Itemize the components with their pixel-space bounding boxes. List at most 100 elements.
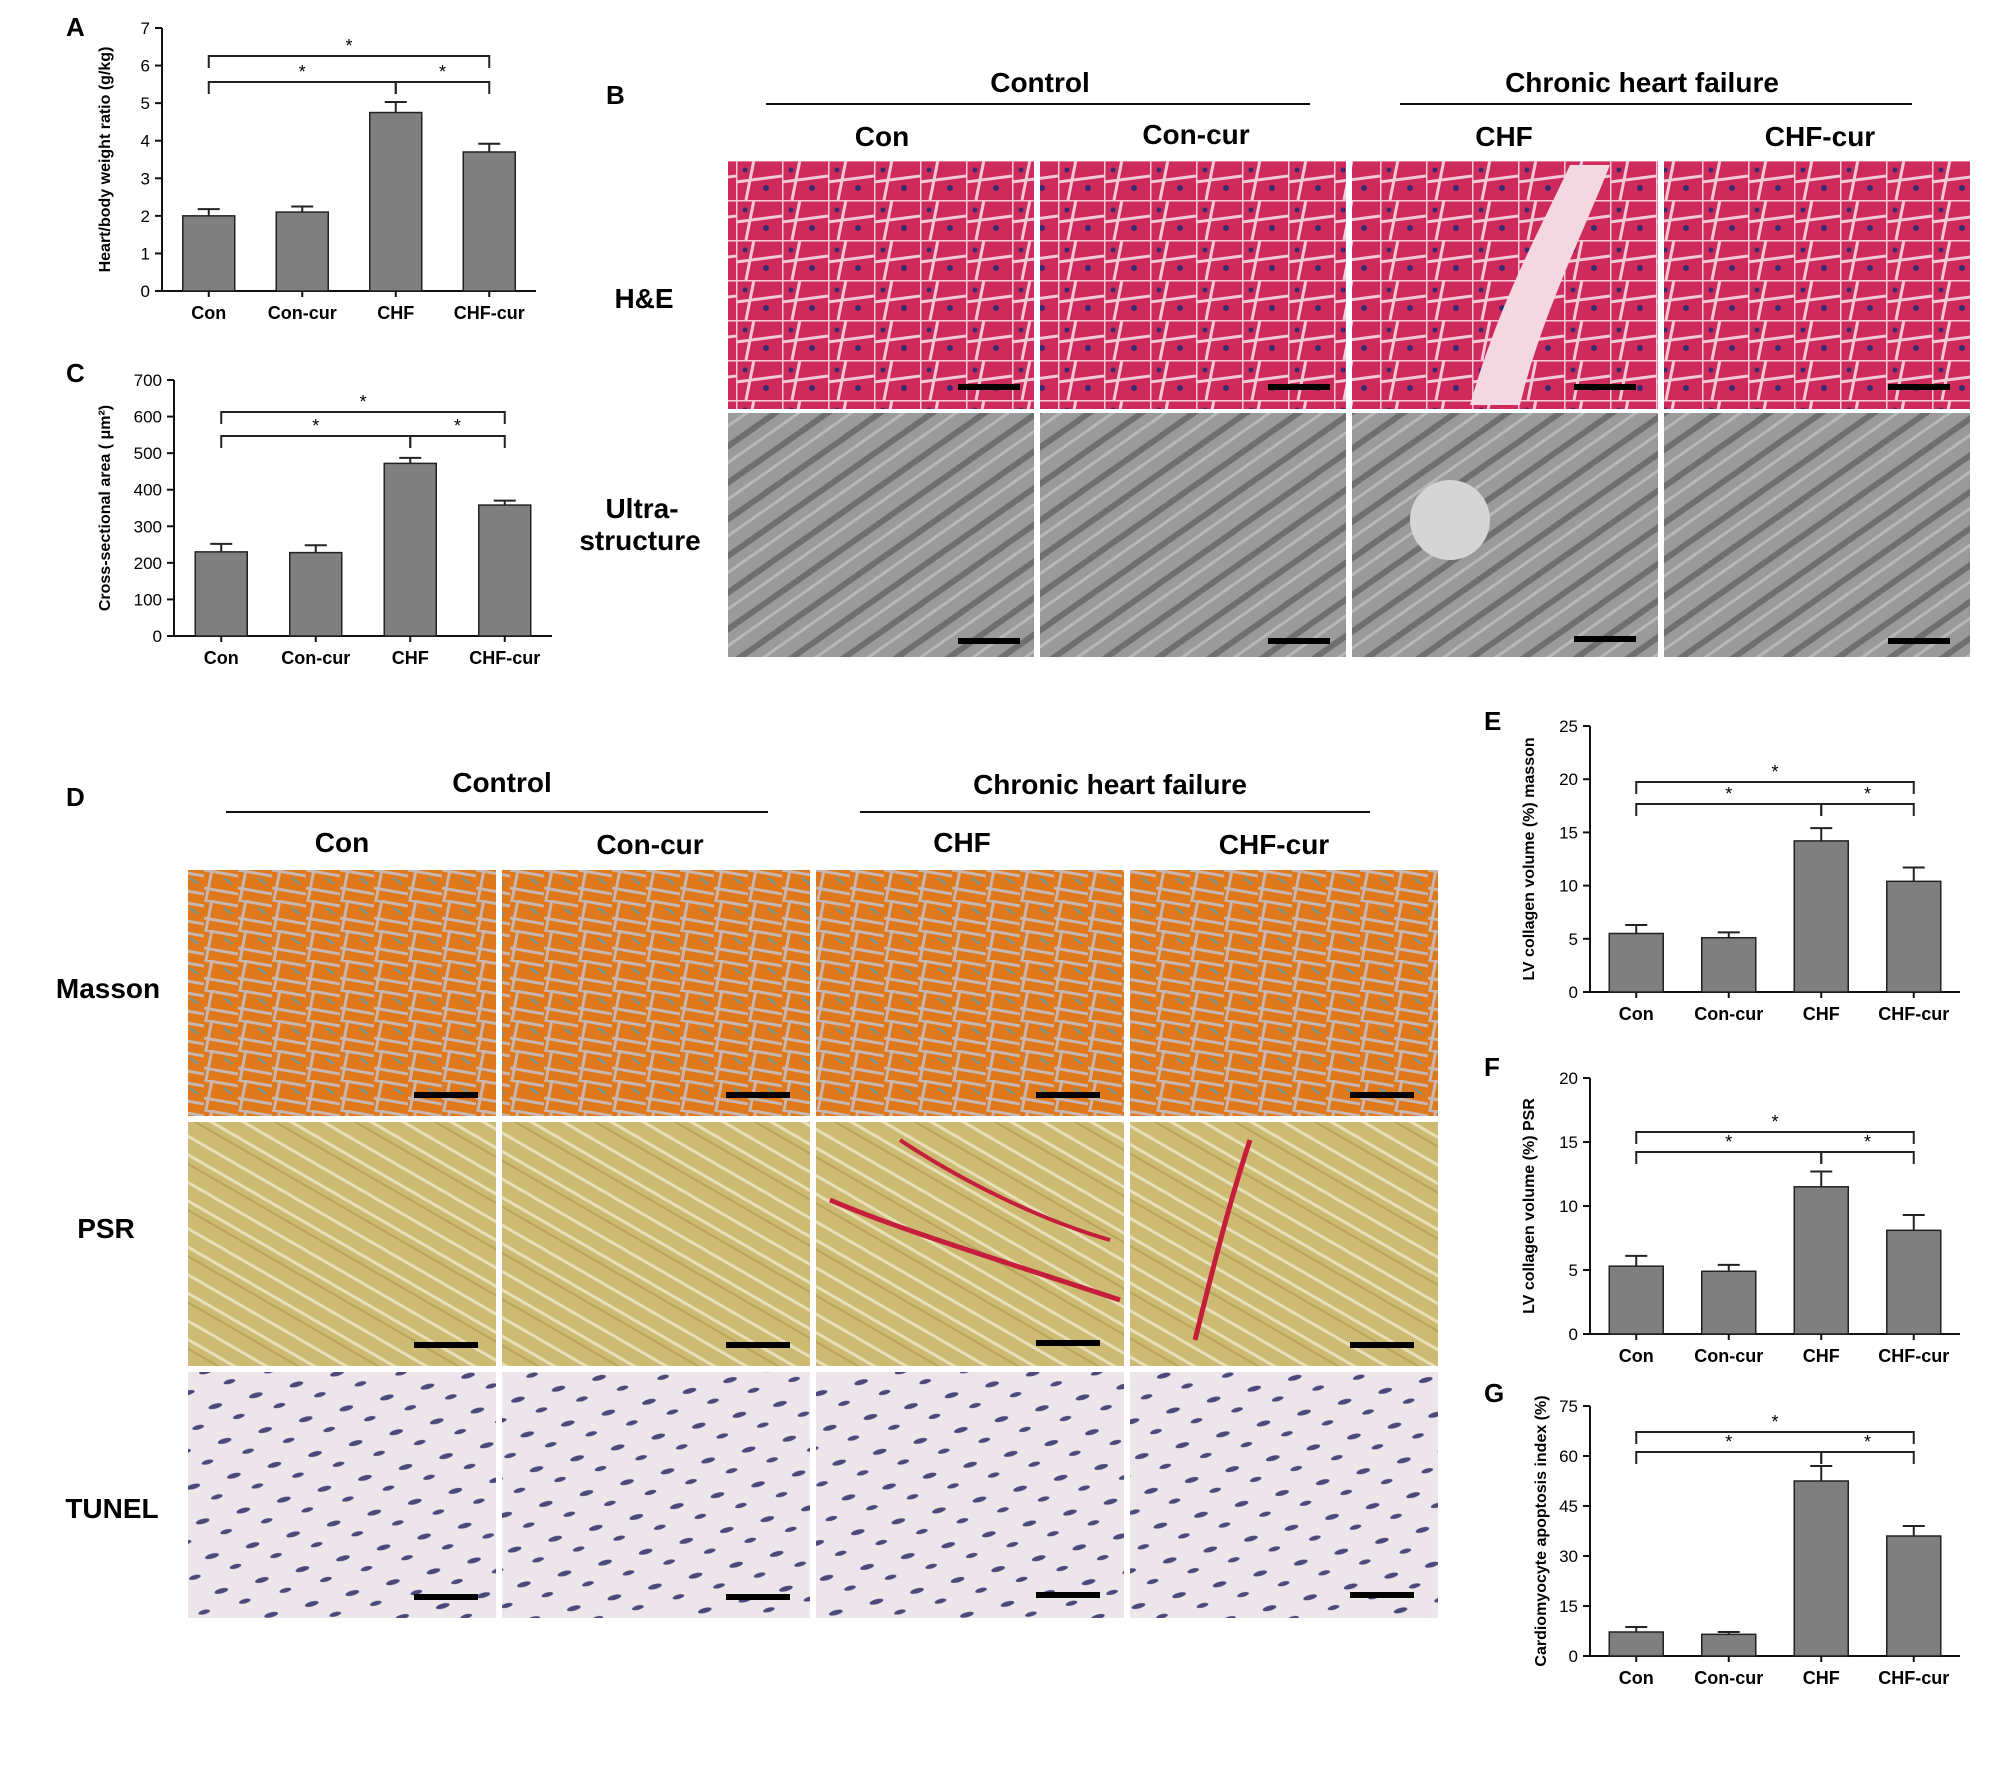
bar — [1701, 1633, 1757, 1657]
significance-star: * — [1864, 1132, 1871, 1152]
x-tick-label: CHF — [377, 303, 414, 323]
y-tick-label: 15 — [1559, 1597, 1578, 1616]
y-tick-label: 20 — [1559, 770, 1578, 789]
panel-letter-c: C — [66, 358, 85, 388]
significance-bracket — [1635, 1151, 1823, 1164]
column-label-chf: CHF — [1475, 121, 1533, 152]
significance-bracket — [1820, 1151, 1915, 1164]
x-tick-label: CHF — [1803, 1004, 1840, 1024]
y-tick-label: 500 — [134, 444, 162, 463]
bar — [1608, 1631, 1664, 1657]
psr-micrograph-chf — [816, 1122, 1124, 1366]
y-axis-label: Cardiomyocyte apoptosis index (%) — [1533, 1395, 1550, 1666]
scale-bar — [1268, 384, 1330, 390]
significance-bracket — [1635, 1431, 1915, 1444]
bar — [289, 551, 343, 637]
micrograph-panel-b: Control Chronic heart failure Con Con-cu… — [579, 67, 1970, 657]
column-label-con-cur: Con-cur — [1142, 119, 1249, 150]
row-label-masson: Masson — [56, 973, 160, 1004]
scale-bar — [726, 1342, 790, 1348]
significance-star: * — [359, 392, 366, 412]
group-header-control: Control — [452, 767, 552, 798]
y-axis-label: Heart/body weight ratio (g/kg) — [97, 47, 114, 273]
significance-star: * — [439, 62, 446, 82]
y-tick-label: 5 — [141, 94, 150, 113]
scale-bar — [1036, 1092, 1100, 1098]
bar — [194, 551, 248, 637]
scale-bar — [1574, 636, 1636, 642]
scale-bar — [1350, 1342, 1414, 1348]
tunel-micrograph-chf — [816, 1372, 1124, 1618]
scale-bar — [1268, 638, 1330, 644]
bar — [1793, 1480, 1849, 1657]
psr-micrograph-chf-cur — [1130, 1122, 1438, 1366]
y-tick-label: 15 — [1559, 1133, 1578, 1152]
x-tick-label: Con-cur — [1694, 1004, 1763, 1024]
y-tick-label: 25 — [1559, 717, 1578, 736]
y-tick-label: 0 — [1569, 983, 1578, 1002]
x-tick-label: Con — [1619, 1004, 1654, 1024]
significance-bracket — [1820, 1451, 1915, 1464]
row-label-tunel: TUNEL — [65, 1493, 158, 1524]
scale-bar — [414, 1342, 478, 1348]
bar — [1608, 932, 1664, 993]
y-tick-label: 300 — [134, 517, 162, 536]
bar — [1886, 1229, 1942, 1335]
bar — [275, 211, 329, 292]
scale-bar — [958, 384, 1020, 390]
panel-letter-a: A — [66, 12, 85, 42]
scale-bar — [1888, 638, 1950, 644]
em-micrograph-con — [728, 413, 1034, 657]
significance-star: * — [1725, 1432, 1732, 1452]
psr-micrograph-con — [188, 1122, 496, 1366]
row-label-psr: PSR — [77, 1213, 135, 1244]
significance-star: * — [1725, 1132, 1732, 1152]
x-tick-label: CHF-cur — [1878, 1668, 1949, 1688]
bar — [1886, 1535, 1942, 1657]
row-label-ultrastructure-1: Ultra- — [605, 493, 678, 524]
scale-bar — [1036, 1340, 1100, 1346]
significance-star: * — [312, 416, 319, 436]
significance-star: * — [454, 416, 461, 436]
y-tick-label: 1 — [141, 244, 150, 263]
bar — [1886, 880, 1942, 993]
x-tick-label: Con — [191, 303, 226, 323]
significance-bracket — [394, 81, 491, 94]
x-tick-label: Con-cur — [281, 648, 350, 668]
bar — [1793, 840, 1849, 993]
y-tick-label: 100 — [134, 590, 162, 609]
x-tick-label: Con-cur — [1694, 1668, 1763, 1688]
row-label-ultrastructure-2: structure — [579, 525, 700, 556]
x-tick-label: Con — [1619, 1668, 1654, 1688]
tunel-micrograph-con-cur — [502, 1372, 810, 1618]
significance-star: * — [299, 62, 306, 82]
significance-bracket — [1635, 803, 1823, 816]
psr-chf-cur-collagen — [1192, 1139, 1253, 1341]
y-tick-label: 75 — [1559, 1397, 1578, 1416]
y-tick-label: 15 — [1559, 823, 1578, 842]
scale-bar — [1888, 384, 1950, 390]
scale-bar — [1350, 1592, 1414, 1598]
y-tick-label: 600 — [134, 408, 162, 427]
x-tick-label: CHF — [392, 648, 429, 668]
bar — [1793, 1186, 1849, 1335]
y-axis-label: Cross-sectional area ( μm²) — [97, 405, 114, 611]
x-tick-label: Con — [204, 648, 239, 668]
bar — [369, 111, 423, 292]
psr-chf-collagen — [898, 1138, 1111, 1242]
tunel-micrograph-con — [188, 1372, 496, 1618]
he-micrograph-chf-cur — [1664, 161, 1970, 409]
significance-bracket — [1635, 1131, 1915, 1144]
x-tick-label: Con — [1619, 1346, 1654, 1366]
row-label-he: H&E — [614, 283, 673, 314]
significance-star: * — [1864, 1432, 1871, 1452]
panel-letter-b: B — [606, 80, 625, 110]
y-tick-label: 45 — [1559, 1497, 1578, 1516]
panel-letter-g: G — [1484, 1378, 1504, 1408]
group-header-chf: Chronic heart failure — [973, 769, 1247, 800]
x-tick-label: CHF — [1803, 1668, 1840, 1688]
bar — [478, 504, 532, 637]
scale-bar — [726, 1594, 790, 1600]
